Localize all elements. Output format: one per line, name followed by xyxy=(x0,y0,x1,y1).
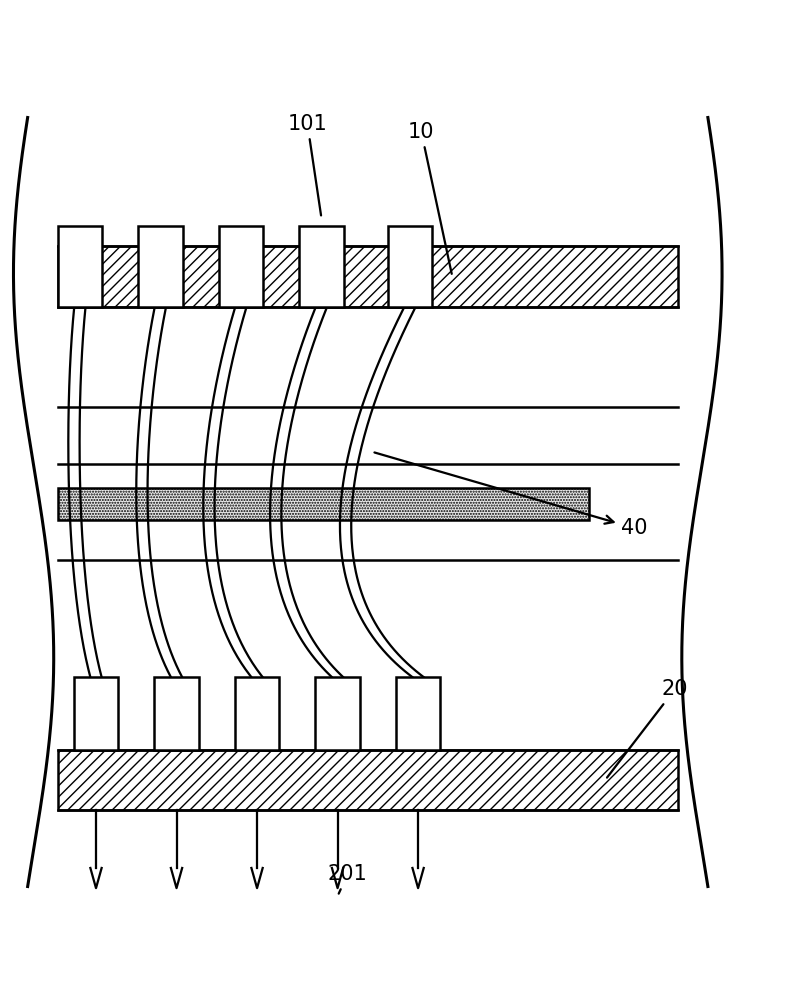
Bar xyxy=(57,750,678,810)
Text: 10: 10 xyxy=(408,122,452,274)
Bar xyxy=(138,226,183,307)
Text: 20: 20 xyxy=(607,679,688,778)
Bar xyxy=(396,677,440,750)
Bar xyxy=(57,226,102,307)
Text: 40: 40 xyxy=(374,452,648,538)
Bar xyxy=(57,246,678,307)
Text: 201: 201 xyxy=(328,864,368,894)
Bar xyxy=(235,677,280,750)
Text: 101: 101 xyxy=(288,114,327,215)
Bar xyxy=(219,226,263,307)
Bar xyxy=(154,677,199,750)
Bar xyxy=(388,226,432,307)
Bar xyxy=(74,677,118,750)
Bar xyxy=(57,488,589,520)
Bar xyxy=(299,226,343,307)
Bar xyxy=(315,677,360,750)
